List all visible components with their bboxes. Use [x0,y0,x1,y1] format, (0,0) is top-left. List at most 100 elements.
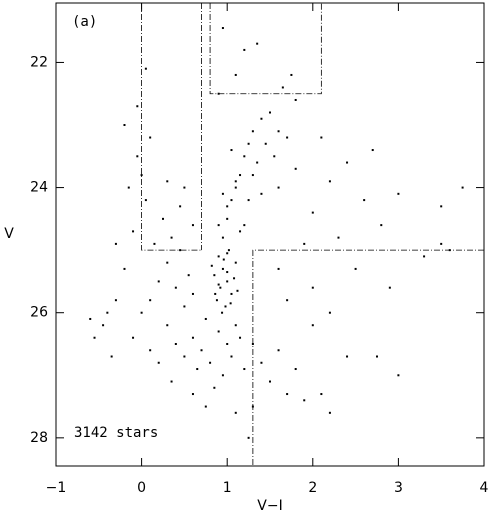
star-point [328,411,331,414]
star-point [226,280,229,283]
star-point [157,280,160,283]
star-point [243,48,246,51]
star-point [217,224,220,227]
star-point [227,249,230,252]
star-point [226,205,229,208]
star-point [149,136,152,139]
star-point [170,236,173,239]
star-point [204,317,207,320]
star-point [243,224,246,227]
star-point [236,289,239,292]
star-point [174,286,177,289]
star-point [221,192,224,195]
star-point [397,374,400,377]
star-point [149,299,152,302]
region-boundary [141,3,202,251]
star-point [209,361,212,364]
star-point [448,249,451,252]
star-point [187,274,190,277]
star-point [226,271,229,274]
star-point [247,199,250,202]
star-point [221,311,224,314]
star-point [346,355,349,358]
star-point [311,324,314,327]
star-point [239,336,242,339]
star-point [294,98,297,101]
star-point [230,355,233,358]
star-point [354,267,357,270]
star-point [256,42,259,45]
star-point [144,67,147,70]
star-point [102,324,105,327]
star-point [213,274,216,277]
y-tick-label: 22 [30,54,48,70]
star-point [226,217,229,220]
star-point [210,264,213,267]
star-point [136,105,139,108]
star-point [217,255,220,258]
star-point [239,174,242,177]
star-point [222,258,225,261]
star-point [233,277,236,280]
star-point [320,136,323,139]
star-point [219,286,222,289]
star-point [215,299,218,302]
star-point [170,380,173,383]
star-point [337,236,340,239]
star-point [234,73,237,76]
star-point [106,311,109,314]
star-point [277,349,280,352]
region-boundary [209,3,322,95]
star-point [226,342,229,345]
star-point [328,180,331,183]
star-point [213,386,216,389]
star-point [221,374,224,377]
star-point [303,399,306,402]
star-point [247,142,250,145]
star-point [260,361,263,364]
star-point [221,27,224,30]
star-point [89,317,92,320]
star-point [183,305,186,308]
star-point [226,252,229,255]
star-point [191,292,194,295]
star-point [204,405,207,408]
plot-frame [55,2,485,467]
star-point [132,230,135,233]
star-point [234,324,237,327]
star-point [123,267,126,270]
star-point [93,336,96,339]
star-point [243,155,246,158]
star-point [286,299,289,302]
star-point [230,199,233,202]
star-point [162,217,164,220]
star-point [290,73,293,76]
star-point [153,242,156,245]
star-point [217,283,220,286]
star-point [166,261,169,264]
star-point [183,355,186,358]
star-point [440,242,443,245]
star-point [461,186,464,189]
star-point [179,205,182,208]
star-point [140,174,143,177]
y-tick-label: 24 [30,180,48,196]
star-point [149,349,152,352]
star-point [166,324,169,327]
y-tick-label: 28 [30,430,48,446]
panel-label: (a) [72,14,97,30]
x-tick-label: 4 [480,480,489,496]
star-point [260,117,263,120]
star-point [277,267,280,270]
star-point [269,111,271,114]
star-point [260,192,263,195]
star-point [114,242,117,245]
star-point [191,393,194,396]
star-point [234,180,237,183]
star-point [114,299,117,302]
star-point [230,149,233,152]
star-point [371,149,374,152]
star-point [136,155,139,158]
star-point [234,411,237,414]
